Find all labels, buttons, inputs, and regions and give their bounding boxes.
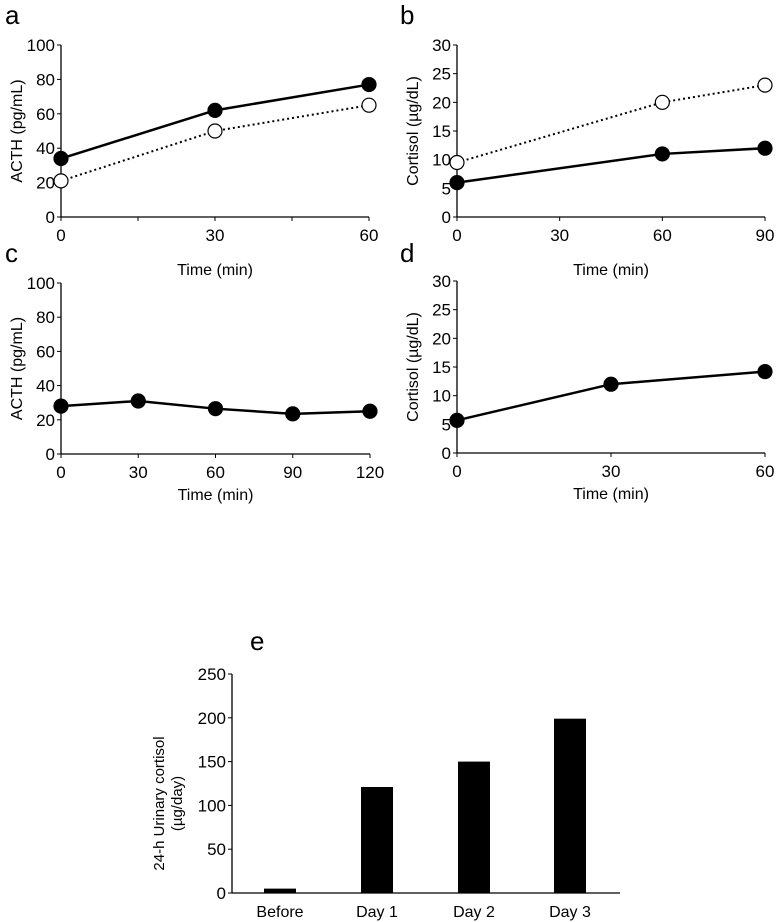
y-tick-label-b: 10 bbox=[432, 151, 451, 170]
panel-label-e: e bbox=[250, 626, 264, 656]
data-point-filled-c bbox=[207, 401, 224, 417]
data-point-filled-b bbox=[449, 175, 465, 191]
x-tick-label-b: 30 bbox=[550, 226, 569, 245]
y-tick-label-a: 80 bbox=[36, 70, 55, 89]
x-tick-label-c: 60 bbox=[206, 463, 225, 482]
x-tick-label-a: 30 bbox=[206, 226, 225, 245]
data-point-filled-a bbox=[53, 150, 69, 167]
x-tick-label-c: 0 bbox=[56, 463, 65, 482]
y-tick-label-d: 25 bbox=[432, 301, 451, 320]
y-tick-label-d: 5 bbox=[442, 415, 451, 434]
x-tick-label-e: Day 3 bbox=[549, 904, 591, 921]
y-tick-label-b: 30 bbox=[432, 36, 451, 55]
series-line-filled-a bbox=[60, 83, 370, 160]
data-point-open-a bbox=[207, 123, 223, 139]
data-point-open-a bbox=[53, 173, 69, 189]
y-axis-title-e: 24-h Urinary cortisol bbox=[151, 736, 168, 870]
data-point-open-b bbox=[654, 94, 670, 110]
y-tick-label-e: 250 bbox=[198, 665, 226, 684]
y-tick-label-b: 15 bbox=[432, 122, 451, 141]
data-point-filled-c bbox=[362, 403, 378, 419]
data-point-filled-d bbox=[603, 376, 619, 392]
y-tick-label-b: 0 bbox=[442, 208, 451, 227]
y-axis-title-d: Cortisol (µg/dL) bbox=[405, 312, 422, 422]
data-point-filled-b bbox=[757, 140, 773, 156]
panel-label-a: a bbox=[5, 0, 20, 30]
data-point-filled-d bbox=[757, 363, 773, 380]
y-tick-label-d: 10 bbox=[432, 387, 451, 406]
y-tick-label-e: 200 bbox=[198, 709, 226, 728]
panel-label-c: c bbox=[5, 238, 18, 268]
panel-label-d: d bbox=[400, 238, 414, 268]
y-tick-label-b: 25 bbox=[432, 65, 451, 84]
bar-day-1 bbox=[361, 787, 393, 893]
x-tick-label-d: 0 bbox=[452, 462, 461, 481]
y-tick-label-e: 150 bbox=[198, 753, 226, 772]
y-tick-label-e: 50 bbox=[207, 840, 226, 859]
y-tick-label-a: 100 bbox=[27, 36, 55, 55]
data-point-filled-b bbox=[654, 146, 670, 162]
y-tick-label-e: 0 bbox=[217, 884, 226, 903]
y-tick-label-c: 40 bbox=[36, 377, 55, 396]
y-tick-label-b: 5 bbox=[442, 179, 451, 198]
y-axis-title-b: Cortisol (µg/dL) bbox=[405, 76, 422, 186]
y-tick-label-c: 100 bbox=[27, 274, 55, 293]
data-point-open-b bbox=[449, 154, 465, 171]
y-axis-title-unit-e: (µg/day) bbox=[169, 776, 186, 831]
y-tick-label-c: 80 bbox=[36, 308, 55, 327]
panel-label-b: b bbox=[400, 0, 414, 30]
x-tick-label-c: 120 bbox=[356, 463, 384, 482]
bar-before bbox=[264, 888, 296, 893]
data-point-filled-a bbox=[207, 102, 223, 118]
y-tick-label-e: 100 bbox=[198, 796, 226, 815]
x-axis-title-d: Time (min) bbox=[573, 486, 649, 503]
y-tick-label-a: 20 bbox=[36, 174, 55, 193]
y-tick-label-b: 20 bbox=[432, 93, 451, 112]
data-point-filled-c bbox=[130, 393, 146, 409]
y-axis-title-c: ACTH (pg/mL) bbox=[9, 317, 26, 420]
y-tick-label-a: 0 bbox=[46, 208, 55, 227]
y-tick-label-c: 60 bbox=[36, 342, 55, 361]
x-axis-title-a: Time (min) bbox=[177, 262, 253, 279]
x-tick-label-a: 0 bbox=[56, 226, 65, 245]
x-tick-label-d: 60 bbox=[756, 462, 775, 481]
y-tick-label-d: 30 bbox=[432, 272, 451, 291]
data-point-open-b bbox=[757, 77, 773, 93]
y-tick-label-a: 40 bbox=[36, 139, 55, 158]
x-tick-label-a: 60 bbox=[360, 226, 379, 245]
series-line-filled-b bbox=[456, 146, 766, 184]
y-tick-label-a: 60 bbox=[36, 105, 55, 124]
series-line-open-b bbox=[456, 84, 766, 164]
y-tick-label-d: 15 bbox=[432, 358, 451, 377]
bar-day-2 bbox=[458, 761, 490, 893]
data-point-open-a bbox=[361, 97, 377, 113]
x-tick-label-d: 30 bbox=[602, 462, 621, 481]
y-axis-title-a: ACTH (pg/mL) bbox=[9, 79, 26, 182]
data-point-filled-d bbox=[449, 412, 465, 428]
x-tick-label-e: Before bbox=[256, 904, 303, 921]
x-tick-label-b: 90 bbox=[756, 226, 775, 245]
x-tick-label-e: Day 2 bbox=[453, 904, 495, 921]
y-tick-label-d: 0 bbox=[442, 444, 451, 463]
data-point-filled-c bbox=[53, 398, 69, 414]
y-tick-label-d: 20 bbox=[432, 329, 451, 348]
x-tick-label-b: 0 bbox=[452, 226, 461, 245]
data-point-filled-c bbox=[285, 406, 301, 422]
x-tick-label-b: 60 bbox=[653, 226, 672, 245]
y-tick-label-c: 0 bbox=[46, 445, 55, 464]
y-tick-label-c: 20 bbox=[36, 411, 55, 430]
x-tick-label-c: 30 bbox=[129, 463, 148, 482]
x-tick-label-e: Day 1 bbox=[356, 904, 398, 921]
x-axis-title-c: Time (min) bbox=[178, 487, 254, 504]
x-axis-title-b: Time (min) bbox=[573, 262, 649, 279]
bar-day-3 bbox=[554, 718, 586, 893]
data-point-filled-a bbox=[361, 76, 377, 93]
x-tick-label-c: 90 bbox=[283, 463, 302, 482]
